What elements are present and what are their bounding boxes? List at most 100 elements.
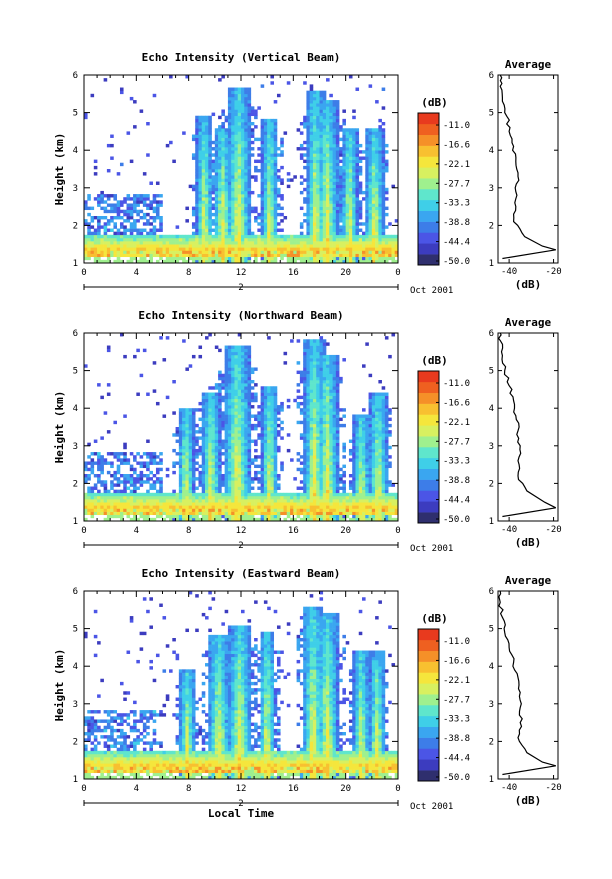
heatmap-cell — [202, 471, 206, 474]
heatmap-cell — [310, 225, 314, 228]
heatmap-cell — [264, 235, 268, 238]
heatmap-cell — [342, 210, 346, 213]
heatmap-cell — [221, 222, 225, 225]
heatmap-cell — [127, 502, 131, 505]
heatmap-cell — [313, 188, 317, 191]
heatmap-cell — [146, 254, 150, 257]
heatmap-cell — [205, 405, 209, 408]
heatmap-cell — [97, 499, 101, 502]
heatmap-cell — [179, 468, 183, 471]
heatmap-cell — [172, 254, 176, 257]
heatmap-cell — [215, 203, 219, 206]
heatmap-cell — [267, 443, 271, 446]
heatmap-cell — [156, 182, 160, 185]
heatmap-cell — [270, 250, 274, 253]
heatmap-cell — [300, 411, 304, 414]
heatmap-cell — [208, 443, 212, 446]
heatmap-cell — [231, 147, 235, 150]
heatmap-cell — [133, 458, 137, 461]
heatmap-cell — [127, 203, 131, 206]
heatmap-cell — [241, 458, 245, 461]
heatmap-cell — [267, 254, 271, 257]
heatmap-cell — [185, 421, 189, 424]
heatmap-cell — [257, 213, 261, 216]
heatmap-cell — [264, 232, 268, 235]
heatmap-cell — [182, 250, 186, 253]
heatmap-cell — [267, 411, 271, 414]
heatmap-cell — [342, 178, 346, 181]
heatmap-cell — [313, 150, 317, 153]
heatmap-cell — [352, 203, 356, 206]
heatmap-cell — [192, 512, 196, 515]
heatmap-cell — [261, 144, 265, 147]
heatmap-cell — [372, 197, 376, 200]
heatmap-cell — [264, 465, 268, 468]
heatmap-cell — [212, 508, 216, 511]
heatmap-cell — [234, 172, 238, 175]
heatmap-cell — [218, 185, 222, 188]
heatmap-cell — [228, 402, 232, 405]
heatmap-cell — [284, 508, 288, 511]
heatmap-cell — [261, 156, 265, 159]
heatmap-cell — [310, 141, 314, 144]
heatmap-cell — [375, 144, 379, 147]
heatmap-cell — [349, 238, 353, 241]
heatmap-cell — [205, 182, 209, 185]
heatmap-cell — [87, 235, 91, 238]
heatmap-cell — [198, 156, 202, 159]
heatmap-cell — [244, 247, 248, 250]
heatmap-cell — [241, 418, 245, 421]
heatmap-cell — [127, 210, 131, 213]
heatmap-cell — [290, 502, 294, 505]
heatmap-cell — [176, 515, 180, 518]
heatmap-cell — [248, 427, 252, 430]
heatmap-cell — [378, 238, 382, 241]
heatmap-cell — [159, 452, 163, 455]
heatmap-cell — [346, 144, 350, 147]
heatmap-cell — [205, 122, 209, 125]
heatmap-cell — [238, 474, 242, 477]
heatmap-cell — [261, 458, 265, 461]
heatmap-cell — [221, 166, 225, 169]
heatmap-cell — [326, 172, 330, 175]
heatmap-cell — [359, 144, 363, 147]
heatmap-cell — [212, 411, 216, 414]
heatmap-cell — [274, 418, 278, 421]
heatmap-cell — [143, 257, 147, 260]
heatmap-cell — [172, 493, 176, 496]
heatmap-cell — [264, 160, 268, 163]
heatmap-cell — [179, 505, 183, 508]
heatmap-cell — [323, 122, 327, 125]
heatmap-cell — [320, 219, 324, 222]
heatmap-cell — [100, 458, 104, 461]
heatmap-cell — [248, 405, 252, 408]
heatmap-cell — [359, 241, 363, 244]
heatmap-cell — [146, 493, 150, 496]
heatmap-cell — [195, 468, 199, 471]
heatmap-cell — [300, 461, 304, 464]
heatmap-cell — [316, 97, 320, 100]
heatmap-cell — [202, 247, 206, 250]
heatmap-cell — [254, 238, 258, 241]
heatmap-cell — [120, 210, 124, 213]
heatmap-cell — [313, 219, 317, 222]
heatmap-cell — [208, 418, 212, 421]
heatmap-cell — [303, 449, 307, 452]
heatmap-cell — [107, 452, 111, 455]
heatmap-cell — [306, 172, 310, 175]
heatmap-cell — [195, 241, 199, 244]
heatmap-cell — [267, 213, 271, 216]
heatmap-cell — [326, 213, 330, 216]
heatmap-cell — [231, 349, 235, 352]
heatmap-cell — [192, 414, 196, 417]
heatmap-cell — [352, 254, 356, 257]
heatmap-cell — [238, 156, 242, 159]
heatmap-cell — [306, 254, 310, 257]
heatmap-cell — [225, 496, 229, 499]
heatmap-cell — [300, 238, 304, 241]
heatmap-cell — [264, 138, 268, 141]
heatmap-cell — [303, 465, 307, 468]
heatmap-cell — [329, 109, 333, 112]
heatmap-cell — [202, 512, 206, 515]
heatmap-cell — [369, 188, 373, 191]
